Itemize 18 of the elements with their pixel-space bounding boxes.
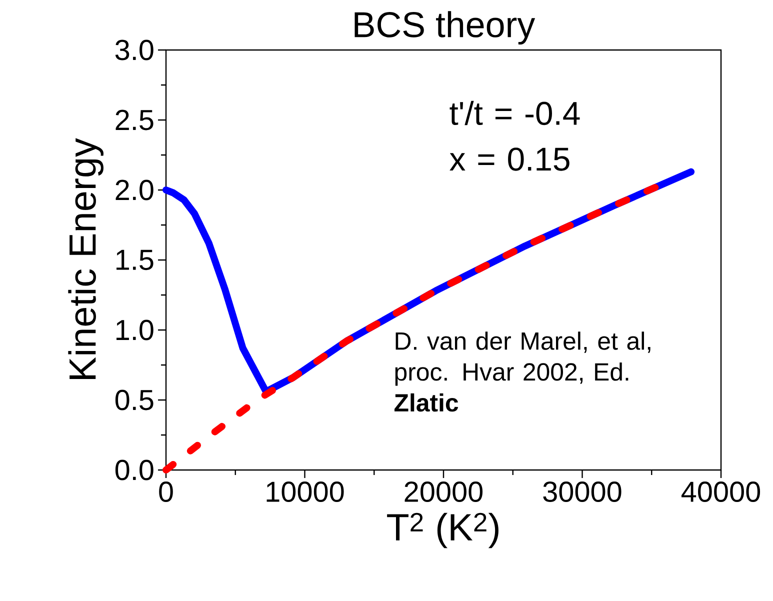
y-tick-label: 1.0 [116, 320, 154, 340]
annotation: t'/t = -0.4 [450, 100, 580, 126]
y-tick-label: 3.0 [115, 40, 154, 60]
y-tick-label: 2.0 [116, 180, 154, 200]
y-axis-title: Kinetic Energy [68, 138, 104, 379]
x-tick-label: 10000 [266, 482, 344, 502]
chart-title: BCS theory [354, 11, 536, 44]
annotation: x = 0.15 [450, 148, 570, 171]
annotation: D. van der Marel, et al, proc. Hvar 2002, Ed. Zlatic [394, 332, 650, 412]
x-tick-label: 0 [159, 482, 173, 502]
y-tick-label: 0.0 [115, 460, 154, 480]
x-tick-label: 40000 [681, 482, 760, 502]
y-tick-label: 0.5 [115, 390, 154, 410]
x-tick-label: 30000 [543, 482, 622, 502]
x-axis-title: T$^{2}$ (K$^{2}$) [387, 512, 498, 548]
x-tick-label: 20000 [404, 482, 483, 502]
y-tick-label: 1.5 [116, 250, 154, 270]
y-tick-label: 2.5 [116, 110, 154, 130]
